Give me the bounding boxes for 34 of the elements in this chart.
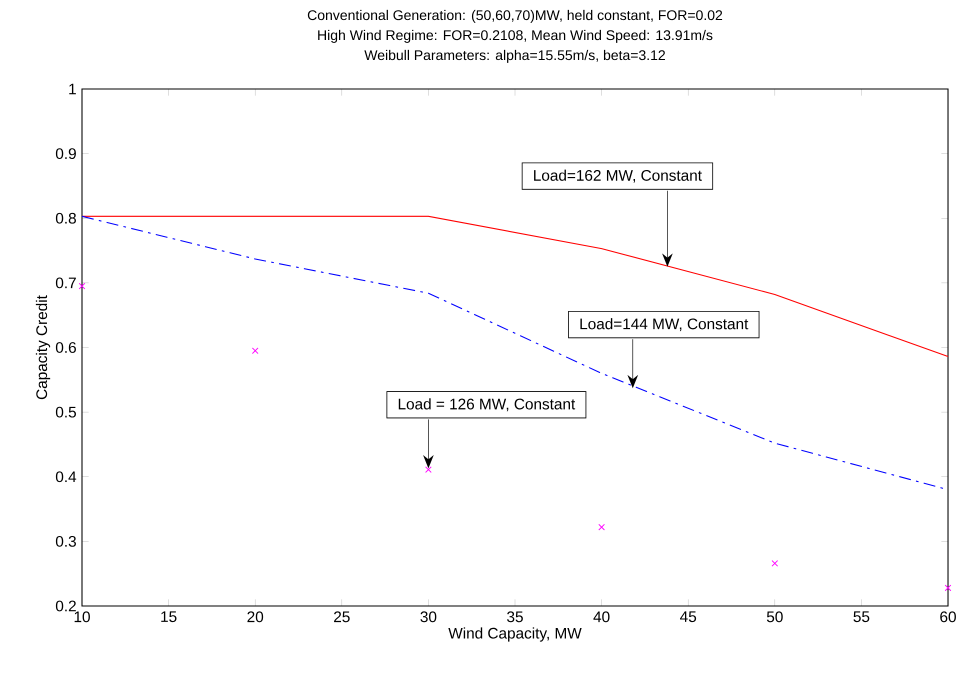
- y-tick-label: 0.9: [56, 148, 76, 160]
- y-tick-label: 1: [69, 84, 76, 94]
- y-tick-label: 0.8: [56, 212, 76, 224]
- x-tick-label: 45: [680, 611, 696, 622]
- x-tick-label: 20: [247, 611, 264, 622]
- x-tick-label: 40: [593, 611, 610, 622]
- x-tick-label: 10: [74, 611, 90, 622]
- x-tick-label: 50: [766, 611, 783, 622]
- y-tick-label: 0.3: [56, 536, 76, 547]
- annotation: Load = 126 MW, Constant: [398, 398, 576, 412]
- y-tick-label: 0.2: [56, 600, 76, 612]
- x-tick-label: 55: [853, 611, 870, 622]
- point: [772, 560, 778, 567]
- y-tick-label: 0.5: [56, 406, 76, 418]
- x-axis-title: Wind Capacity, MW: [448, 627, 582, 642]
- y-tick-label: 0.7: [56, 277, 76, 288]
- x-tick-label: 25: [334, 611, 350, 622]
- point: [78, 282, 86, 290]
- text: Weibull Parameters: alpha=15.55m/s, beta=3.12: [364, 50, 665, 63]
- y-tick-label: 0.4: [56, 471, 76, 482]
- point: [425, 466, 432, 473]
- annotation: Load=144 MW, Constant: [580, 318, 748, 332]
- annotation: Load=162 MW, Constant: [534, 170, 702, 183]
- point: [598, 524, 605, 530]
- point: [944, 584, 952, 592]
- point: [252, 347, 259, 354]
- y-tick-label: 0.6: [56, 342, 76, 353]
- y-axis-title: Capacity Credit: [36, 295, 50, 400]
- chart-title: Conventional Generation: (50,60,70)MW, held constant, FOR=0.02: [308, 10, 722, 23]
- x-tick-label: 15: [161, 611, 176, 622]
- x-tick-label: 30: [420, 611, 436, 622]
- x-tick-label: 60: [940, 611, 956, 622]
- x-tick-label: 35: [507, 611, 523, 622]
- text: High Wind Regime: FOR=0.2108, Mean Wind Speed: 13.91m/s: [318, 30, 712, 43]
